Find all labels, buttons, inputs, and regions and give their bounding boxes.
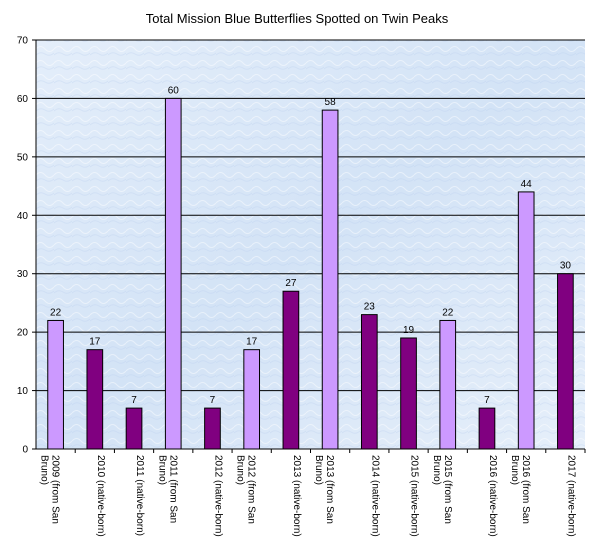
bar [204, 407, 221, 450]
bar [86, 349, 104, 450]
x-category-label-line: Bruno) [156, 455, 167, 485]
bar [282, 290, 300, 450]
bar [517, 191, 535, 450]
x-category-label-line: 2009 (from San [50, 455, 61, 524]
x-category-label-line: Bruno) [509, 455, 520, 485]
data-label: 17 [246, 337, 258, 348]
x-category-label-line: 2015 (from San [442, 455, 453, 524]
plot-area-texture [36, 40, 585, 449]
x-category-label-line: 2012 (native-born) [212, 455, 223, 537]
x-category-label: 2015 (from SanBruno) [431, 455, 453, 524]
data-label: 60 [168, 85, 180, 96]
bar [439, 319, 457, 450]
x-category-label-line: 2011 (from San [167, 455, 178, 523]
chart-title: Total Mission Blue Butterflies Spotted o… [146, 11, 449, 26]
bar [243, 349, 261, 450]
x-category-label-line: 2016 (from San [520, 455, 531, 524]
x-category-label-line: 2013 (native-born) [291, 455, 302, 537]
x-category-label: 2009 (from SanBruno) [39, 455, 61, 524]
x-category-label: 2015 (native-born) [409, 455, 420, 537]
y-tick-label: 10 [17, 386, 29, 397]
x-category-label: 2017 (native-born) [565, 455, 576, 537]
data-label: 17 [89, 337, 101, 348]
x-category-label: 2010 (native-born) [95, 455, 106, 537]
x-category-label: 2012 (from SanBruno) [235, 455, 257, 524]
y-tick-label: 0 [22, 445, 28, 456]
y-tick-label: 70 [17, 36, 29, 47]
data-label: 27 [285, 278, 297, 289]
x-category-label-line: Bruno) [431, 455, 442, 485]
data-label: 44 [521, 179, 533, 190]
data-label: 23 [364, 302, 376, 313]
x-category-label-line: 2014 (native-born) [369, 455, 380, 537]
x-category-label-line: Bruno) [235, 455, 246, 485]
bar [164, 97, 182, 450]
x-category-label: 2012 (native-born) [212, 455, 223, 537]
x-category-label-line: 2010 (native-born) [95, 455, 106, 537]
bar [400, 337, 417, 450]
y-tick-label: 40 [17, 211, 29, 222]
bar [557, 273, 574, 450]
x-category-label-line: 2013 (from San [324, 455, 335, 524]
x-category-label: 2016 (native-born) [487, 455, 498, 537]
x-category-label-line: Bruno) [39, 455, 50, 485]
x-category-label: 2011 (native-born) [134, 455, 145, 536]
bar [125, 407, 143, 450]
x-category-label-line: Bruno) [313, 455, 324, 485]
x-category-label: 2013 (from SanBruno) [313, 455, 335, 524]
x-category-label-line: 2017 (native-born) [565, 455, 576, 537]
data-label: 22 [442, 307, 454, 318]
data-label: 7 [484, 395, 490, 406]
x-category-label-line: 2011 (native-born) [134, 455, 145, 536]
y-tick-label: 60 [17, 94, 29, 105]
x-category-label: 2011 (from SanBruno) [156, 455, 178, 523]
bar [478, 407, 496, 450]
y-tick-label: 30 [17, 269, 29, 280]
x-category-label: 2016 (from SanBruno) [509, 455, 531, 524]
data-label: 7 [131, 395, 137, 406]
x-category-label: 2014 (native-born) [369, 455, 380, 537]
x-category-label-line: 2016 (native-born) [487, 455, 498, 537]
y-tick-label: 50 [17, 152, 29, 163]
data-label: 7 [210, 395, 216, 406]
bar [321, 109, 339, 450]
x-category-label: 2013 (native-born) [291, 455, 302, 537]
bar [360, 314, 378, 450]
data-label: 19 [403, 325, 415, 336]
data-label: 30 [560, 261, 572, 272]
y-tick-label: 20 [17, 328, 29, 339]
x-category-label-line: 2015 (native-born) [409, 455, 420, 537]
data-label: 22 [50, 307, 62, 318]
bar [47, 319, 64, 450]
data-label: 58 [325, 97, 337, 108]
x-category-label-line: 2012 (from San [246, 455, 257, 524]
